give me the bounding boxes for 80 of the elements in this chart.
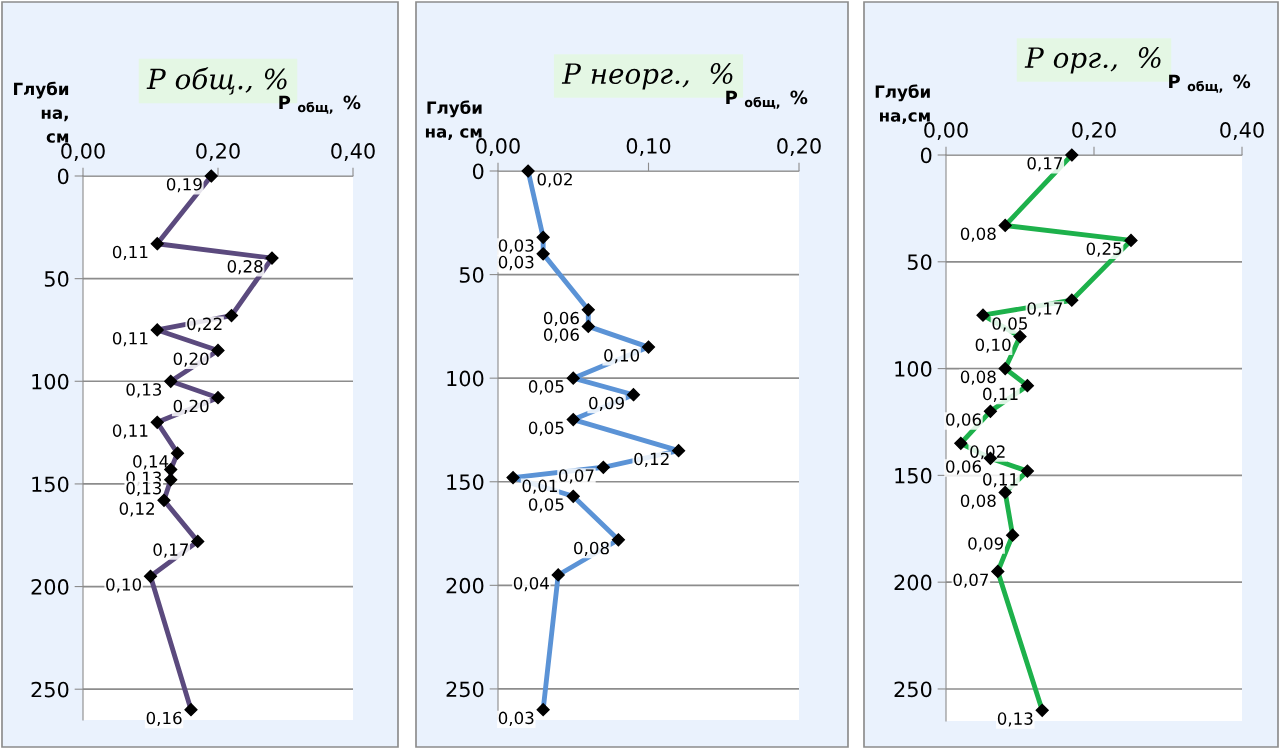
data-label: 0,11 bbox=[983, 387, 1018, 402]
data-label: 0,28 bbox=[227, 260, 263, 275]
data-label: 0,10 bbox=[975, 338, 1011, 353]
data-label: 0,11 bbox=[112, 245, 148, 260]
data-label: 0,06 bbox=[543, 311, 579, 327]
data-label: 0,04 bbox=[513, 576, 549, 592]
data-label: 0,07 bbox=[559, 469, 594, 484]
y-tick-label: 150 bbox=[895, 467, 932, 484]
x-tick-label: 0,10 bbox=[626, 138, 671, 156]
y-tick-label: 100 bbox=[447, 370, 484, 387]
data-label: 0,05 bbox=[528, 498, 564, 513]
data-label: 0,03 bbox=[498, 711, 534, 726]
y-tick-label: 100 bbox=[895, 361, 932, 377]
data-label: 0,03 bbox=[498, 239, 534, 254]
x-tick-label: 0,00 bbox=[476, 138, 520, 156]
data-label: 0,10 bbox=[106, 578, 142, 593]
data-label: 0,20 bbox=[173, 399, 209, 414]
y-tick-label: 0 bbox=[920, 147, 932, 164]
data-label: 0,20 bbox=[173, 352, 209, 367]
x-tick-label: 0,00 bbox=[924, 122, 968, 140]
y-tick-label: 100 bbox=[32, 373, 69, 390]
x-tick-label: 0,20 bbox=[777, 138, 821, 156]
y-tick-label: 50 bbox=[459, 267, 484, 283]
data-label: 0,06 bbox=[946, 413, 982, 428]
data-label: 0,02 bbox=[537, 172, 572, 188]
y-tick-label: 200 bbox=[31, 579, 69, 595]
y-axis-title: Глуби на,см bbox=[875, 84, 930, 124]
data-label: 0,03 bbox=[498, 255, 534, 271]
data-label: 0,19 bbox=[166, 177, 202, 193]
y-tick-label: 150 bbox=[447, 474, 484, 490]
data-label: 0,12 bbox=[634, 452, 669, 467]
y-axis-title: Глуби на, см bbox=[14, 81, 69, 143]
data-label: 0,08 bbox=[960, 227, 996, 242]
x-tick-label: 0,20 bbox=[1072, 122, 1116, 140]
x-tick-label: 0,20 bbox=[196, 143, 240, 161]
data-label: 0,10 bbox=[604, 349, 640, 364]
data-label: 0,11 bbox=[983, 473, 1018, 488]
chart-title: P орг., % bbox=[1024, 47, 1161, 74]
data-label: 0,13 bbox=[126, 383, 162, 398]
data-label: 0,06 bbox=[946, 460, 982, 475]
y-tick-label: 250 bbox=[31, 681, 69, 698]
data-label: 0,14 bbox=[133, 455, 169, 470]
y-tick-label: 250 bbox=[894, 681, 932, 698]
data-label: 0,05 bbox=[992, 317, 1027, 332]
data-label: 0,11 bbox=[112, 424, 148, 439]
chart-title: P общ., % bbox=[146, 67, 287, 95]
data-label: 0,09 bbox=[968, 537, 1004, 552]
data-label: 0,09 bbox=[589, 396, 624, 411]
y-tick-label: 0 bbox=[57, 168, 69, 185]
y-tick-label: 250 bbox=[446, 681, 484, 698]
y-tick-label: 200 bbox=[446, 577, 484, 594]
data-label: 0,08 bbox=[960, 494, 996, 509]
x-tick-label: 0,40 bbox=[1220, 122, 1264, 140]
data-label: 0,08 bbox=[574, 541, 609, 557]
data-label: 0,16 bbox=[146, 711, 182, 726]
x-axis-title: P $_{общ,}$ % bbox=[726, 90, 808, 109]
x-axis-title: P $_{общ,}$ % bbox=[1169, 74, 1251, 93]
data-label: 0,17 bbox=[1027, 156, 1063, 172]
data-label: 0,17 bbox=[1027, 302, 1063, 317]
data-label: 0,11 bbox=[112, 331, 148, 347]
x-tick-label: 0,00 bbox=[61, 143, 105, 161]
data-label: 0,25 bbox=[1086, 242, 1122, 257]
data-label: 0,05 bbox=[528, 380, 564, 395]
data-label: 0,07 bbox=[953, 573, 989, 588]
data-label: 0,08 bbox=[960, 370, 996, 385]
y-tick-label: 50 bbox=[907, 254, 932, 270]
y-tick-label: 150 bbox=[32, 476, 69, 493]
data-label: 0,12 bbox=[119, 502, 154, 517]
x-axis-title: P $_{общ,}$ % bbox=[279, 95, 361, 114]
chart-title: P неорг., % bbox=[561, 63, 733, 90]
data-label: 0,06 bbox=[543, 328, 579, 343]
data-label: 0,05 bbox=[528, 421, 564, 436]
y-tick-label: 50 bbox=[44, 271, 69, 287]
data-label: 0,17 bbox=[153, 543, 188, 558]
y-tick-label: 200 bbox=[894, 574, 932, 591]
x-tick-label: 0,40 bbox=[331, 143, 375, 161]
data-label: 0,01 bbox=[522, 479, 557, 494]
y-tick-label: 0 bbox=[472, 163, 484, 180]
data-label: 0,22 bbox=[187, 317, 222, 332]
data-label: 0,13 bbox=[997, 712, 1033, 727]
